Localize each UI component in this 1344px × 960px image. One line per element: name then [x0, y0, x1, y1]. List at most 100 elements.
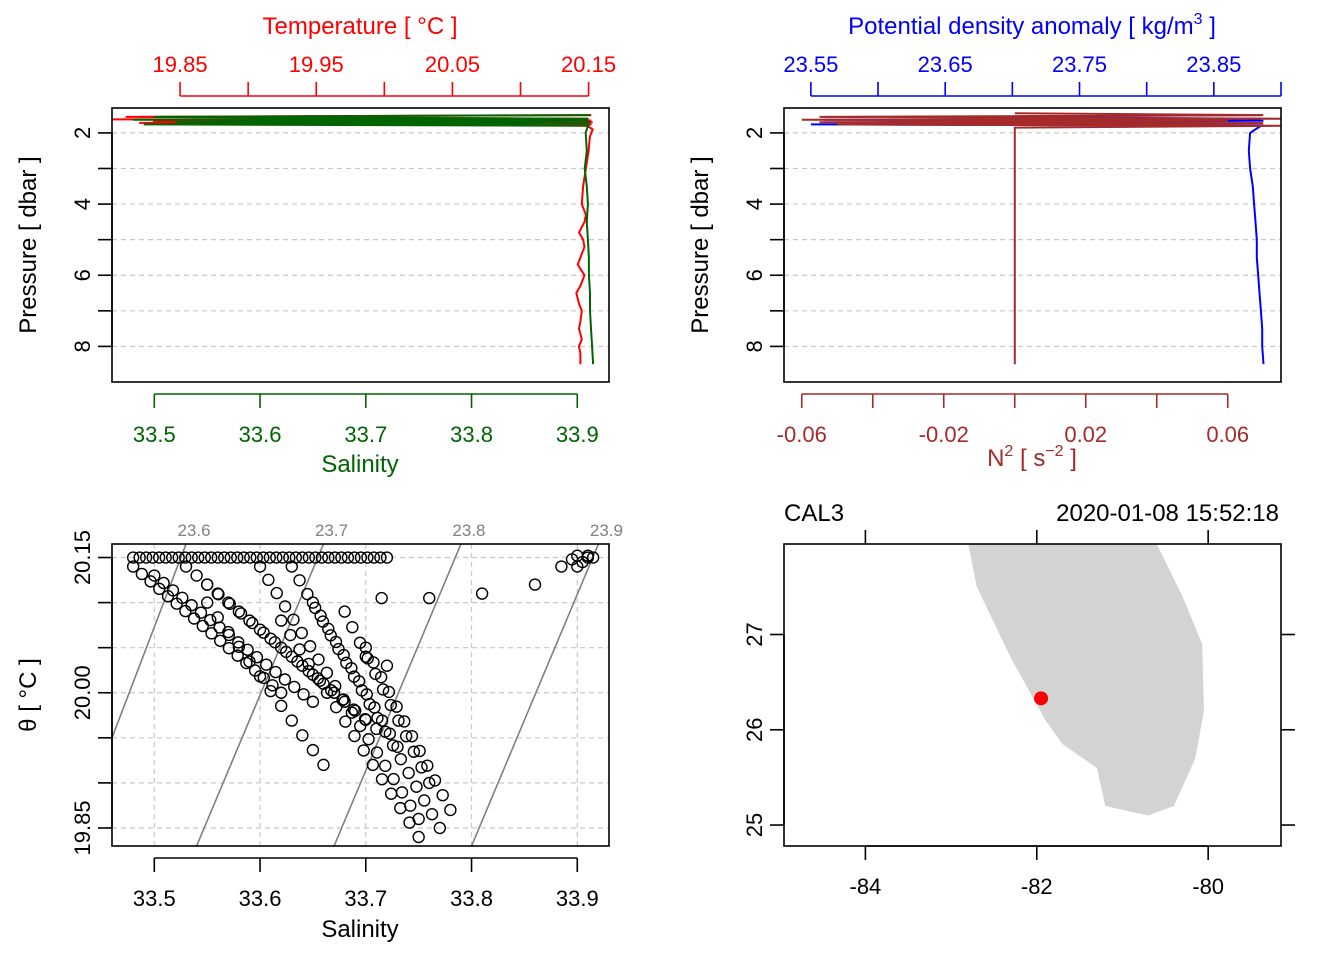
- p3-point: [399, 729, 413, 743]
- p3-isopycnal-line: [112, 544, 187, 739]
- p3-point: [293, 574, 306, 587]
- p2-y-axis-tick-label: 6: [742, 269, 767, 281]
- p3-point: [394, 801, 407, 815]
- p4-station: [1034, 691, 1049, 706]
- p4-x-axis-tick-label: -84: [850, 874, 882, 899]
- p1-bottom-axis-tick-label: 33.7: [344, 422, 387, 447]
- p3-isopycnal-line: [333, 544, 462, 846]
- p3-point: [354, 719, 367, 733]
- station-map-panel: -84 -82 -80 25 26 27 CAL3 2020-01-08 15:52:1…: [742, 500, 1295, 899]
- p3-point: [428, 774, 442, 787]
- p3-theta-axis: 19.85 20.00 20.15: [70, 530, 113, 856]
- p3-point: [339, 715, 352, 728]
- p3-point: [370, 746, 384, 759]
- ts-diagram-panel: 23.6 23.7 23.8 23.9 33.5 33.6 33.7 33.8 33.9 19…: [15, 521, 623, 943]
- p3-point: [528, 578, 542, 591]
- p3-point: [374, 551, 387, 564]
- p1-frame: [111, 107, 610, 383]
- p3-point: [402, 766, 415, 780]
- p3-point: [285, 714, 298, 727]
- p3-point: [383, 727, 397, 740]
- p3-y-axis-label: θ [ °C ]: [15, 658, 42, 732]
- p3-x-axis-tick-label: 33.9: [556, 886, 599, 911]
- p1-y-axis-tick-label: 2: [70, 127, 95, 139]
- p3-point: [380, 551, 394, 564]
- p3-point: [266, 679, 279, 692]
- p3-point: [237, 551, 250, 564]
- p3-x-axis-tick-label: 33.5: [133, 886, 176, 911]
- p3-point: [214, 634, 227, 647]
- p3-point: [126, 560, 140, 573]
- p2-top-axis-label: Potential density anomaly [ kg/m3 ]: [848, 11, 1216, 40]
- p3-point: [250, 651, 264, 664]
- p4-landmass: [968, 544, 1204, 816]
- p3-point: [302, 657, 315, 671]
- p2-top-axis-tick-label: 23.55: [783, 52, 838, 77]
- p3-point: [423, 591, 436, 605]
- p3-point: [410, 780, 423, 793]
- p3-point: [384, 698, 397, 712]
- p3-point: [302, 551, 316, 564]
- p3-point: [276, 551, 290, 564]
- p3-point: [165, 551, 179, 564]
- p4-y-axis-tick-label: 25: [742, 813, 767, 837]
- p3-point: [436, 788, 449, 802]
- p3-x-axis-tick-label: 33.6: [239, 886, 282, 911]
- p3-point: [291, 655, 304, 668]
- p3-point: [253, 670, 267, 683]
- p3-point: [260, 658, 273, 671]
- p3-point: [270, 586, 283, 600]
- p3-point: [200, 578, 214, 591]
- p2-y-axis-tick-label: 8: [742, 340, 767, 352]
- p3-x-axis-label: Salinity: [321, 916, 398, 943]
- p3-point: [306, 695, 320, 708]
- p2-y-axis-tick-label: 2: [742, 127, 767, 139]
- p1-top-axis-tick-label: 19.95: [289, 52, 344, 77]
- p3-point: [335, 551, 348, 564]
- p2-frame: [783, 107, 1282, 383]
- p1-top-axis-tick-label: 20.15: [561, 52, 616, 77]
- p3-x-axis-tick-label: 33.7: [344, 886, 387, 911]
- p1-salinity-axis: 33.5 33.6 33.7 33.8 33.9: [133, 393, 599, 447]
- p3-point: [311, 672, 325, 685]
- p3-point: [328, 551, 342, 564]
- p1-pressure-axis: 2 4 6 8: [70, 127, 113, 353]
- density-n2-profile-panel: 23.55 23.65 23.75 23.85 -0.06 -0.02 0.02 0.06 …: [687, 11, 1282, 472]
- p4-station-marker: [1034, 691, 1049, 706]
- p3-point: [243, 655, 256, 668]
- p3-point: [264, 632, 277, 645]
- p3-point: [212, 587, 225, 601]
- p3-point: [418, 794, 431, 807]
- p3-point: [185, 599, 198, 612]
- p1-bottom-axis-tick-label: 33.9: [556, 422, 599, 447]
- p3-point: [347, 703, 361, 716]
- p3-point: [185, 551, 198, 564]
- p3-y-axis-tick-label: 20.00: [70, 665, 95, 720]
- p3-point: [303, 640, 317, 653]
- p3-point: [425, 808, 439, 821]
- p4-y-axis-tick-label: 27: [742, 622, 767, 646]
- p2-bottom-axis-label: N2 [ s−2 ]: [987, 443, 1077, 472]
- p3-point: [375, 591, 388, 605]
- p3-point: [376, 683, 390, 696]
- p3-point: [283, 551, 296, 564]
- p3-point: [322, 622, 335, 636]
- p3-point: [253, 560, 267, 573]
- p1-y-axis-tick-label: 8: [70, 340, 95, 352]
- p1-y-axis-label: Pressure [ dbar ]: [15, 156, 42, 333]
- p3-point: [234, 607, 248, 620]
- p3-point: [257, 626, 270, 639]
- p3-point: [571, 549, 584, 562]
- p3-point: [176, 591, 189, 605]
- p3-point: [360, 688, 373, 701]
- p1-top-axis-tick-label: 20.05: [425, 52, 480, 77]
- p3-point: [211, 611, 224, 624]
- temperature-salinity-profile-panel: 19.85 19.95 20.05 20.15 33.5 33.6 33.7 33.8 33.…: [15, 13, 616, 478]
- p3-point: [222, 642, 236, 655]
- p1-bottom-axis-tick-label: 33.8: [450, 422, 493, 447]
- p3-point: [205, 627, 218, 640]
- p3-point: [246, 616, 259, 630]
- p3-point: [415, 761, 428, 774]
- p3-point: [243, 614, 256, 627]
